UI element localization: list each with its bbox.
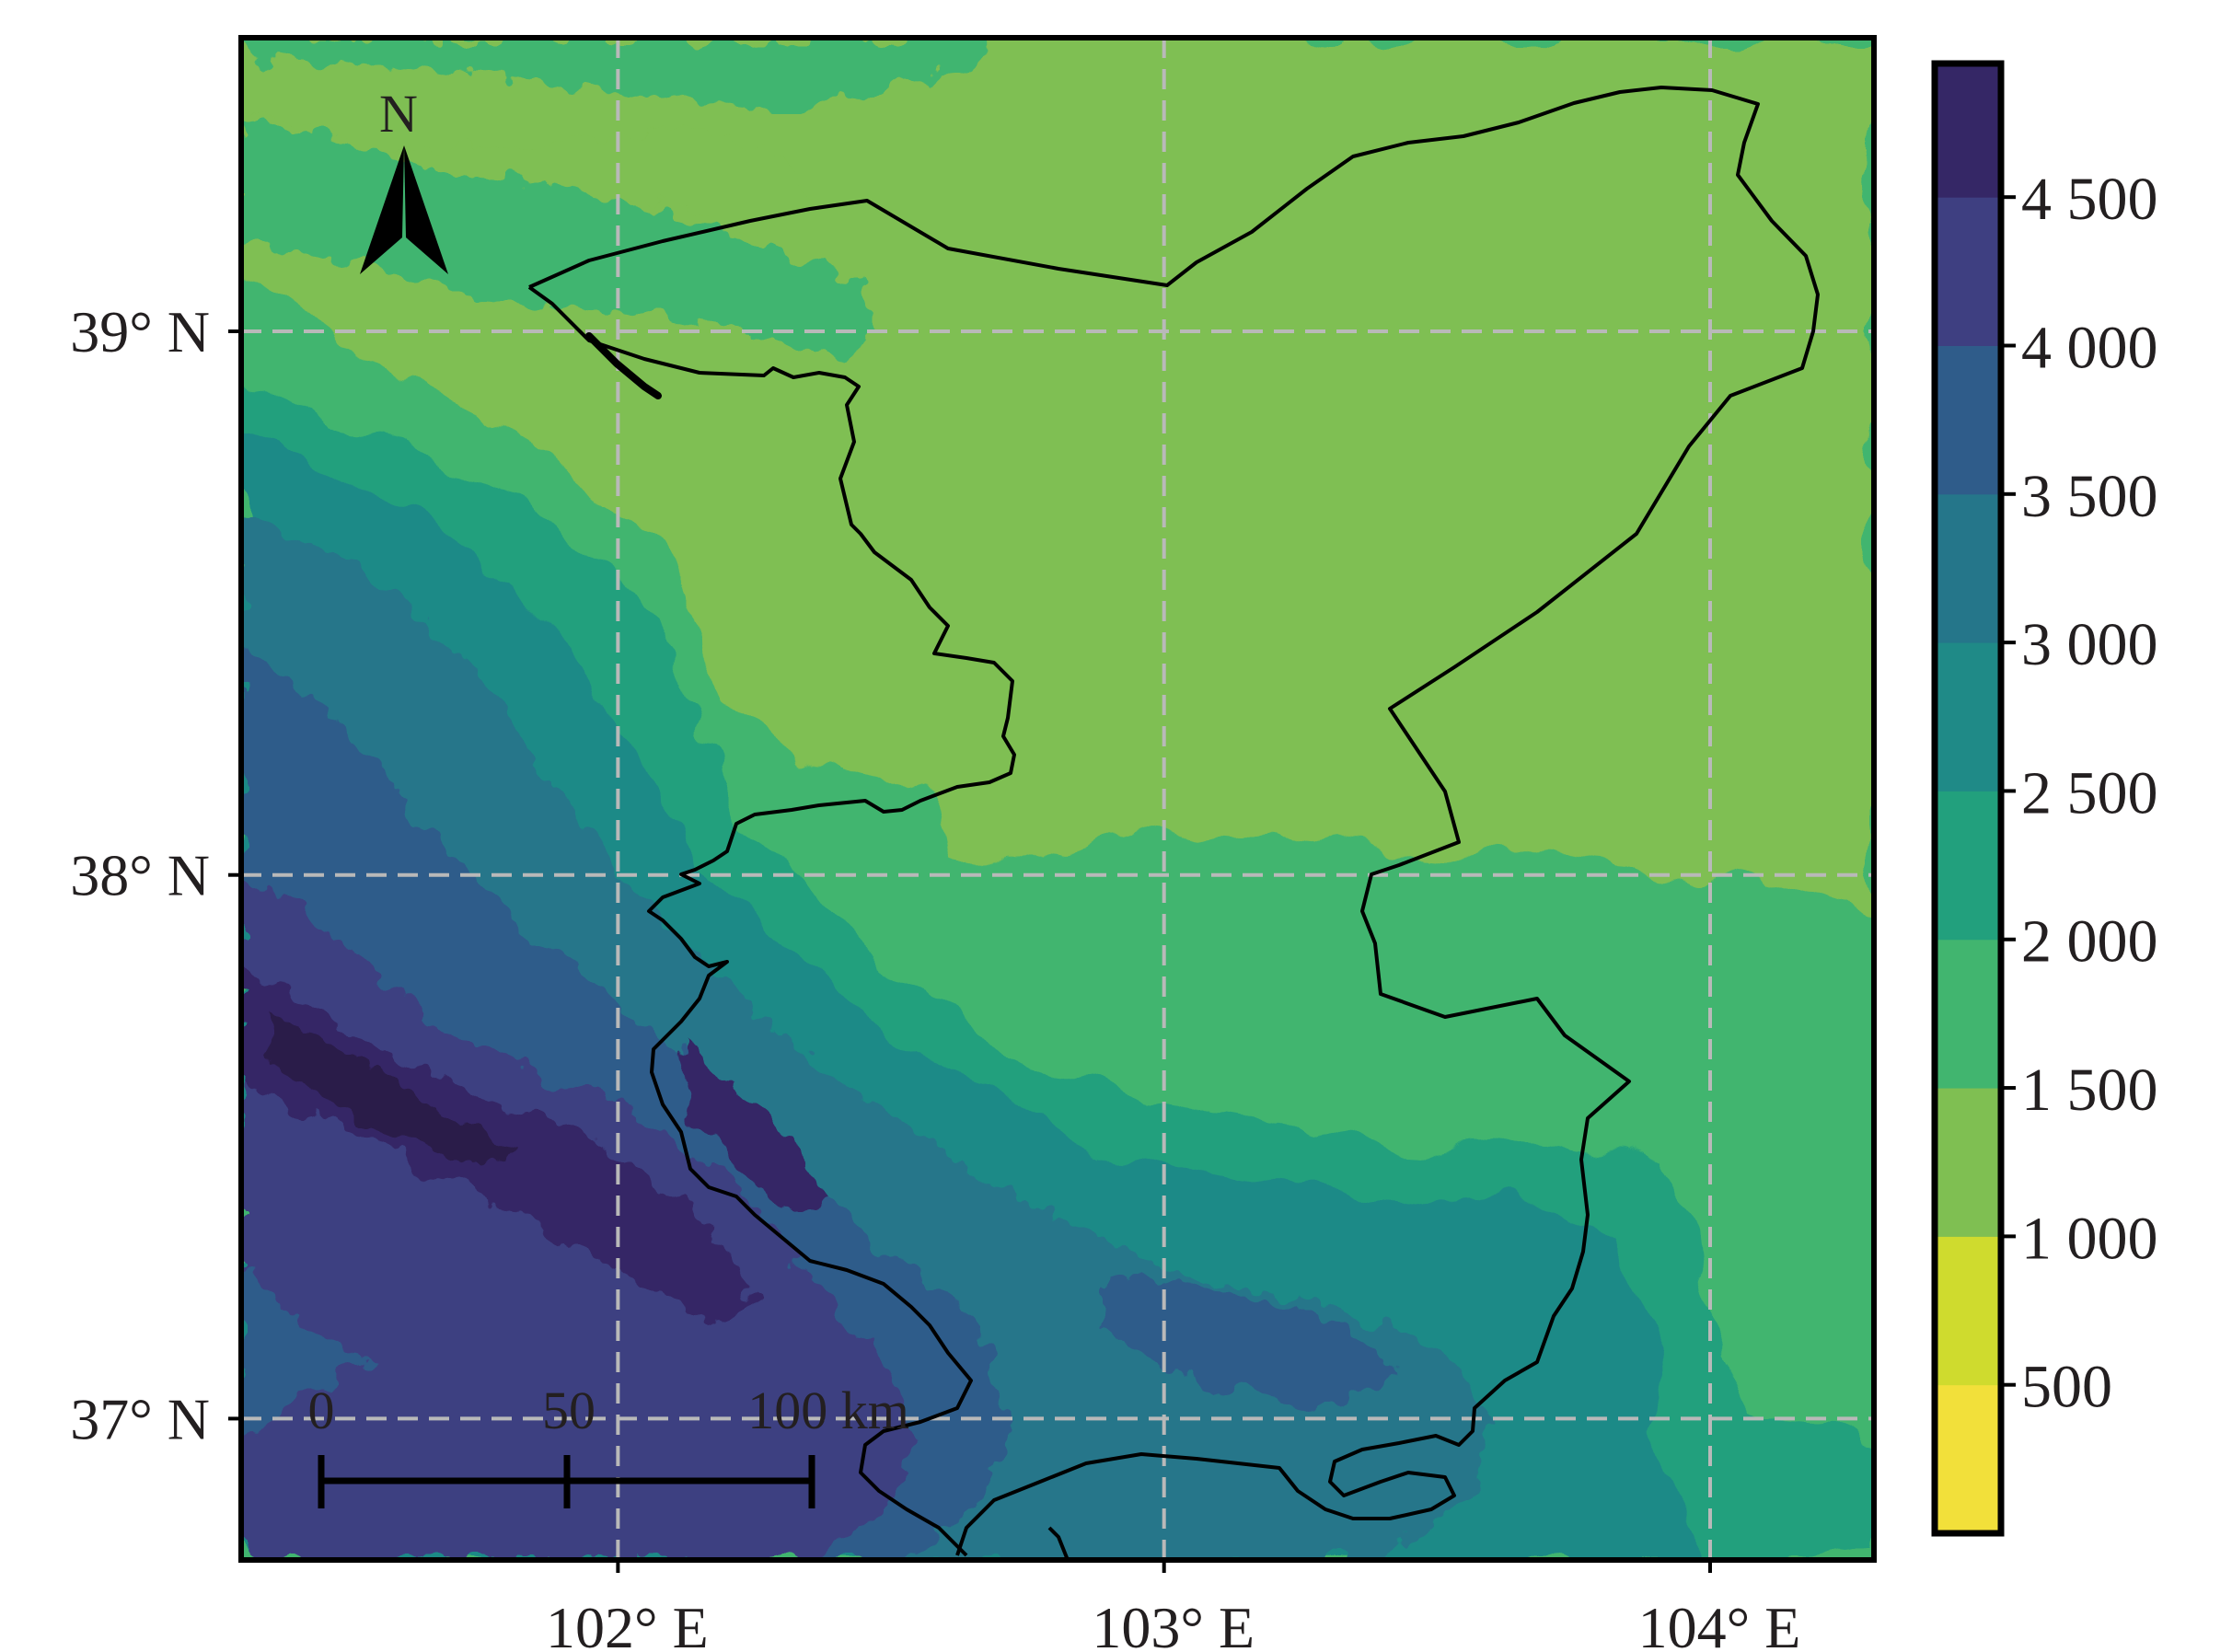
north-arrow-icon	[360, 145, 404, 274]
y-tick-label: 38° N	[70, 843, 210, 908]
terrain-zone-3500-4000	[1104, 1270, 1399, 1408]
elevation-terrain	[241, 38, 1874, 1560]
y-tick-label: 39° N	[70, 299, 210, 364]
colorbar-tick-label: 500	[2021, 1354, 2112, 1421]
terrain-zone-1500-2000	[241, 38, 985, 110]
north-arrow-label: N	[379, 84, 418, 144]
terrain-zone-above-4500	[267, 1012, 515, 1169]
x-tick-label: 102° E	[546, 1595, 709, 1652]
colorbar-tick-label: 4 500	[2021, 166, 2158, 233]
scale-bar-label: 0	[308, 1381, 335, 1440]
y-tick-label: 37° N	[70, 1386, 210, 1451]
axis-ticks	[228, 329, 1713, 1573]
north-arrow: N	[360, 84, 448, 274]
x-tick-label: 103° E	[1092, 1595, 1255, 1652]
colorbar-segment	[1935, 1384, 2001, 1534]
scale-bar-label: 50	[542, 1381, 596, 1440]
gridlines	[241, 38, 1874, 1560]
colorbar-segment	[1935, 64, 2001, 198]
colorbar-tick-label: 3 000	[2021, 611, 2158, 678]
colorbar-segment	[1935, 939, 2001, 1089]
colorbar-segment	[1935, 642, 2001, 791]
scale-bar: 0 50 100 km	[308, 1381, 909, 1508]
x-tick-label: 104° E	[1638, 1595, 1801, 1652]
terrain-zone-above-4500	[681, 1040, 828, 1215]
colorbar-tick-label: 1 000	[2021, 1205, 2158, 1272]
colorbar-segment	[1935, 345, 2001, 495]
colorbar-segment	[1935, 791, 2001, 941]
north-arrow-icon	[404, 145, 448, 274]
study-area-boundary	[527, 285, 1016, 1557]
axis-labels: 102° E 103° E 104° E 39° N 38° N 37° N	[70, 299, 1800, 1652]
study-area-boundary	[585, 332, 662, 399]
colorbar-tick-label: 2 000	[2021, 908, 2158, 976]
colorbar-segment	[1935, 1236, 2001, 1386]
scale-bar-label: 100 km	[747, 1381, 909, 1440]
colorbar-tick-label: 3 500	[2021, 463, 2158, 530]
colorbar-segment	[1935, 197, 2001, 346]
terrain-zone-1000-1500	[241, 110, 810, 230]
study-area-boundary	[528, 86, 1820, 1561]
map-frame	[238, 35, 1877, 1563]
colorbar-tick-label: 2 500	[2021, 759, 2158, 826]
colorbar-tick-label: 4 000	[2021, 314, 2158, 381]
colorbar-tick-label: 1 500	[2021, 1057, 2158, 1124]
colorbar: 500 1 000 1 500 2 000 2 500 3 000 3 500 4 000 4 …	[1931, 60, 2158, 1537]
colorbar-segment	[1935, 1088, 2001, 1237]
colorbar-frame	[1931, 60, 2005, 1537]
colorbar-segment	[1935, 493, 2001, 643]
